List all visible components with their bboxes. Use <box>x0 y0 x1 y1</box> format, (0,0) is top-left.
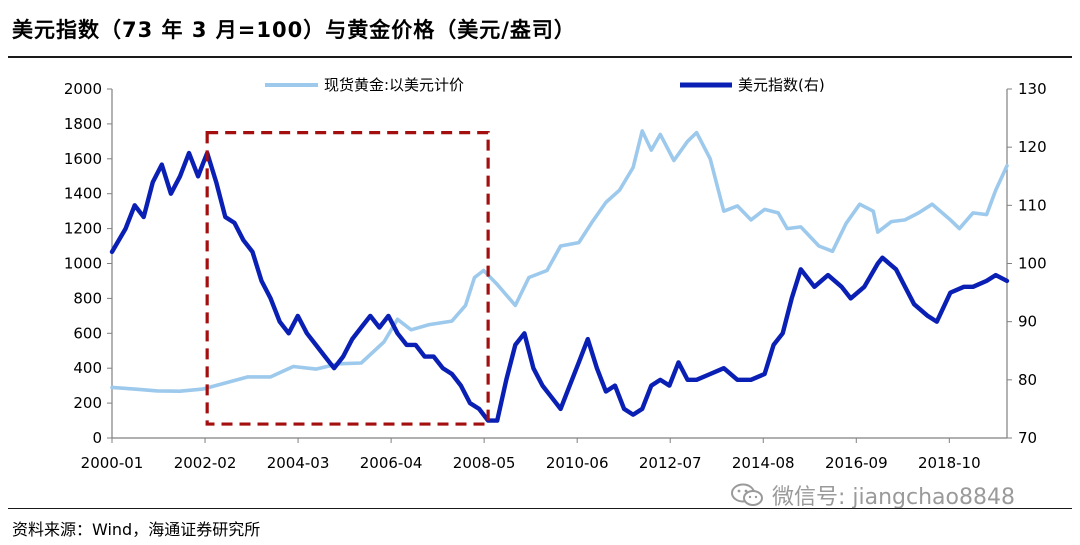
y-left-tick-label: 0 <box>92 429 102 447</box>
usd-index-line <box>109 150 1010 423</box>
y-left-tick-label: 1000 <box>64 255 102 273</box>
legend-label-usd: 美元指数(右) <box>738 76 825 94</box>
axes: 0 200 400 600 800 1000 1200 1400 1600 1800 2000 70 8… <box>64 80 1047 472</box>
gold-price-line <box>110 129 1009 393</box>
y-right-tick-label: 90 <box>1018 313 1037 331</box>
y-left-tick-label: 600 <box>73 324 102 342</box>
y-right-tick-label: 100 <box>1018 255 1047 273</box>
y-right-tick-label: 70 <box>1018 429 1037 447</box>
watermark: 微信号: jiangchao8848 <box>730 480 1015 510</box>
y-left-tick-label: 800 <box>73 289 102 307</box>
chart-title: 美元指数（73 年 3 月=100）与黄金价格（美元/盎司） <box>12 18 576 42</box>
series-lines <box>109 129 1010 423</box>
x-tick-label: 2006-04 <box>360 454 423 472</box>
y-left-tick-label: 1600 <box>64 150 102 168</box>
y-left-tick-label: 1400 <box>64 185 102 203</box>
x-tick-label: 2004-03 <box>267 454 330 472</box>
title-divider <box>8 56 1072 58</box>
x-tick-label: 2016-09 <box>825 454 888 472</box>
x-tick-label: 2018-10 <box>918 454 981 472</box>
x-tick-label: 2000-01 <box>81 454 144 472</box>
highlight-box <box>205 131 490 426</box>
footer-divider <box>8 508 1072 509</box>
x-tick-label: 2002-02 <box>174 454 237 472</box>
watermark-text: 微信号: jiangchao8848 <box>772 485 1015 510</box>
x-tick-label: 2014-08 <box>732 454 795 472</box>
highlight-box-layer <box>205 131 490 426</box>
y-left-tick-label: 1800 <box>64 115 102 133</box>
y-left-tick-label: 2000 <box>64 80 102 98</box>
x-tick-label: 2010-06 <box>546 454 609 472</box>
y-right-tick-label: 110 <box>1018 196 1047 214</box>
x-tick-label: 2008-05 <box>453 454 516 472</box>
legend-label-gold: 现货黄金:以美元计价 <box>324 76 464 94</box>
x-tick-label: 2012-07 <box>639 454 702 472</box>
y-left-tick-label: 400 <box>73 359 102 377</box>
legend: 现货黄金:以美元计价 美元指数(右) <box>265 76 825 94</box>
y-left-tick-label: 1200 <box>64 220 102 238</box>
wechat-icon <box>731 483 763 506</box>
y-right-tick-label: 80 <box>1018 371 1037 389</box>
y-left-tick-label: 200 <box>73 394 102 412</box>
source-note: 资料来源：Wind，海通证券研究所 <box>12 520 261 539</box>
y-right-tick-label: 130 <box>1018 80 1047 98</box>
y-right-tick-label: 120 <box>1018 138 1047 156</box>
